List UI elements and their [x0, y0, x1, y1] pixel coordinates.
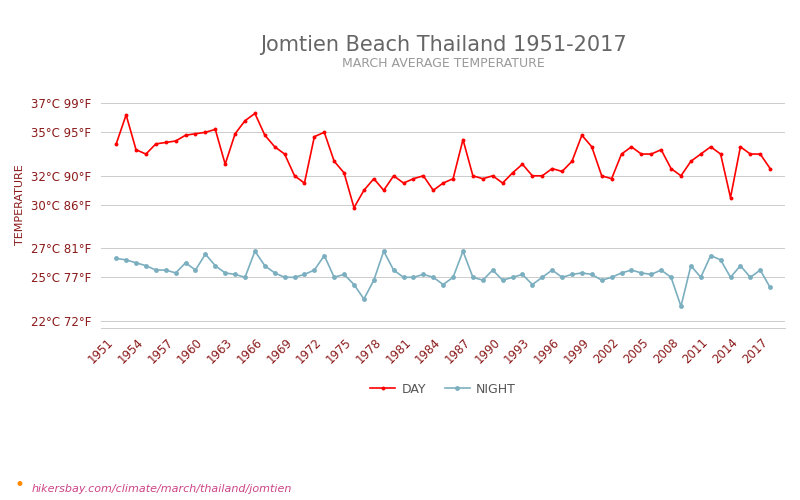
- NIGHT: [726, 274, 735, 280]
- NIGHT: [418, 272, 428, 278]
- NIGHT: [389, 267, 398, 273]
- DAY: [626, 144, 636, 150]
- DAY: [161, 140, 170, 145]
- Text: •: •: [14, 476, 24, 494]
- DAY: [398, 180, 408, 186]
- Text: hikersbay.com/climate/march/thailand/jomtien: hikersbay.com/climate/march/thailand/jom…: [32, 484, 292, 494]
- DAY: [111, 141, 121, 147]
- DAY: [726, 194, 735, 200]
- Legend: DAY, NIGHT: DAY, NIGHT: [366, 378, 521, 400]
- Line: DAY: DAY: [114, 112, 772, 210]
- DAY: [429, 188, 438, 194]
- NIGHT: [676, 304, 686, 310]
- Line: NIGHT: NIGHT: [114, 249, 773, 308]
- NIGHT: [250, 248, 260, 254]
- DAY: [766, 166, 775, 172]
- DAY: [250, 110, 260, 116]
- DAY: [190, 131, 200, 137]
- NIGHT: [190, 267, 200, 273]
- NIGHT: [111, 256, 121, 262]
- Y-axis label: TEMPERATURE: TEMPERATURE: [15, 164, 25, 245]
- NIGHT: [617, 270, 626, 276]
- NIGHT: [161, 267, 170, 273]
- NIGHT: [766, 284, 775, 290]
- Text: MARCH AVERAGE TEMPERATURE: MARCH AVERAGE TEMPERATURE: [342, 58, 545, 70]
- Title: Jomtien Beach Thailand 1951-2017: Jomtien Beach Thailand 1951-2017: [260, 35, 626, 55]
- DAY: [350, 204, 359, 210]
